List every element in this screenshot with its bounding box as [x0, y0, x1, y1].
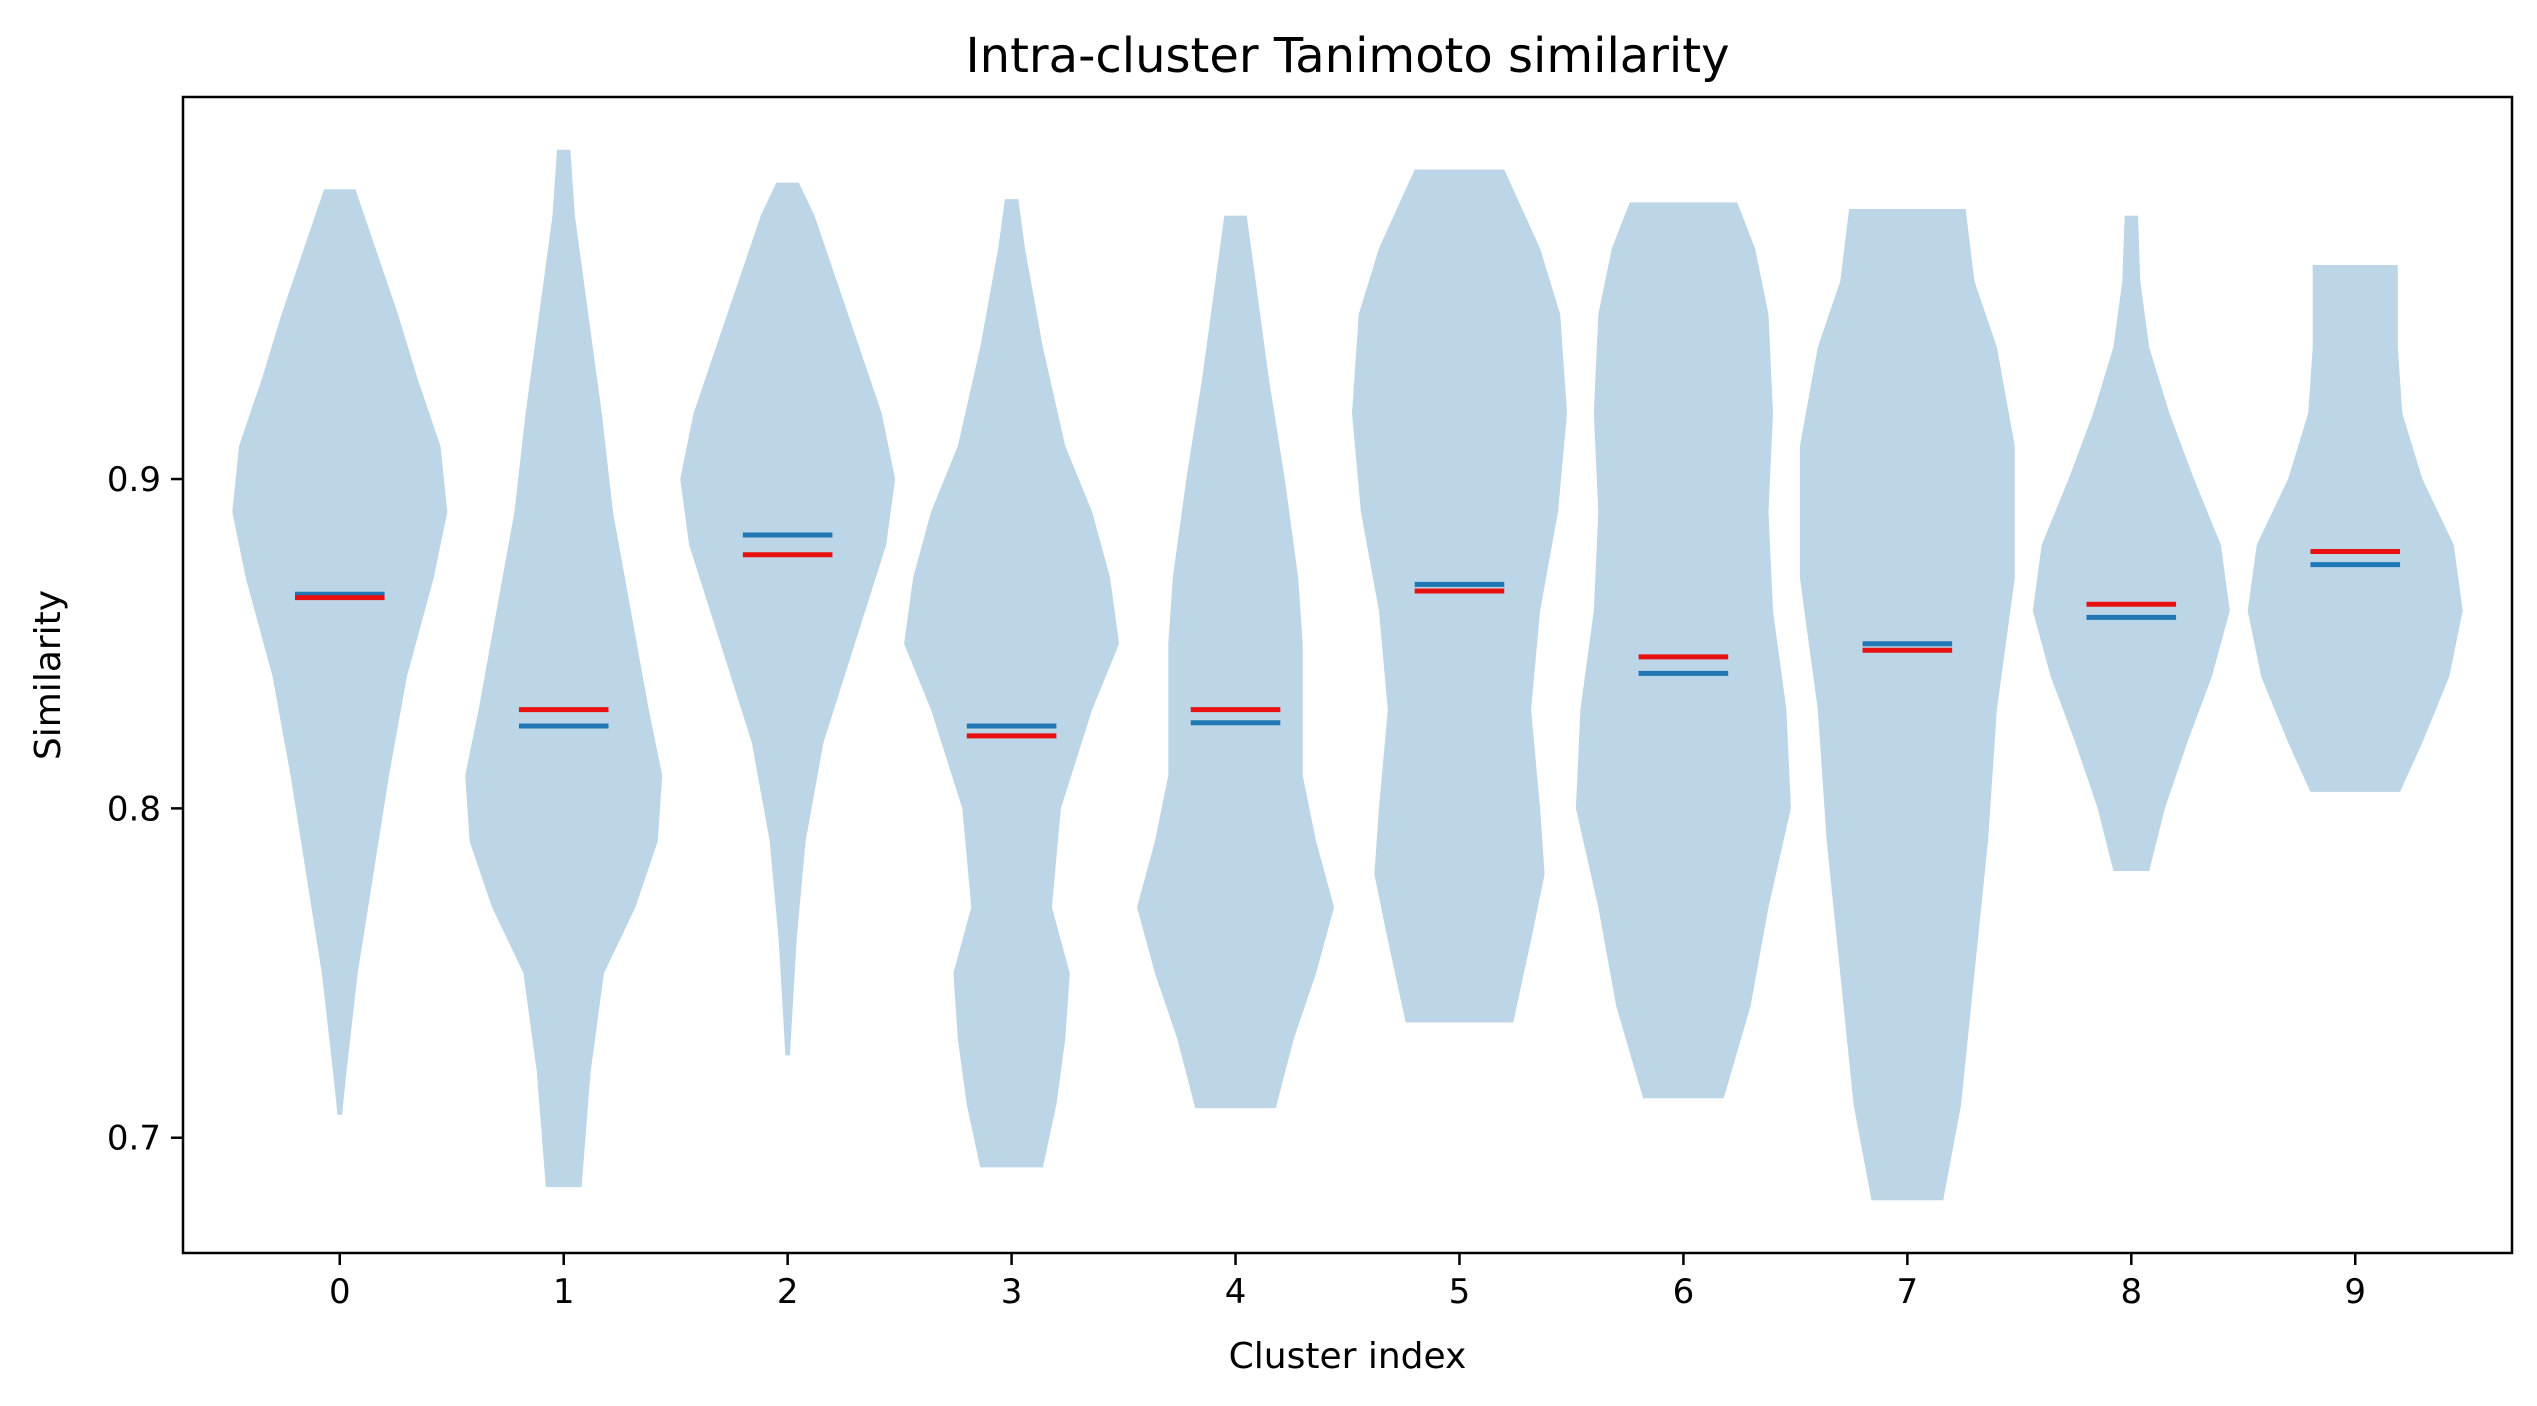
x-tick-label: 8 [2120, 1272, 2142, 1312]
violin-body-4 [1137, 215, 1335, 1109]
x-tick-label: 9 [2344, 1272, 2366, 1312]
violin-body-6 [1575, 202, 1791, 1099]
y-tick-label: 0.9 [107, 460, 161, 500]
y-axis-ticks: 0.7 0.8 0.9 [107, 460, 183, 1159]
x-tick-label: 6 [1673, 1272, 1695, 1312]
violin-body-5 [1352, 169, 1567, 1023]
violin-body-7 [1799, 209, 2015, 1201]
chart-title: Intra-cluster Tanimoto similarity [966, 28, 1730, 84]
violin-body-3 [904, 199, 1120, 1168]
violin-body-0 [232, 189, 448, 1115]
violin-body-9 [2247, 265, 2463, 792]
stat-line-layer [294, 532, 2401, 739]
y-tick-label: 0.8 [107, 789, 161, 829]
violin-body-1 [465, 149, 663, 1188]
x-tick-label: 3 [1001, 1272, 1023, 1312]
x-tick-label: 2 [777, 1272, 799, 1312]
x-axis-ticks: 0 1 2 3 4 5 6 7 8 9 [329, 1253, 2366, 1312]
violin-body-8 [2032, 215, 2230, 872]
x-tick-label: 7 [1897, 1272, 1919, 1312]
plot-frame [181, 95, 2514, 1255]
x-tick-label: 1 [553, 1272, 575, 1312]
y-tick-label: 0.7 [107, 1119, 161, 1159]
x-tick-label: 5 [1449, 1272, 1471, 1312]
x-axis-label: Cluster index [1229, 1336, 1467, 1377]
violin-layer [232, 149, 2463, 1201]
y-axis-label: Similarity [28, 590, 69, 760]
x-tick-label: 4 [1225, 1272, 1247, 1312]
x-tick-label: 0 [329, 1272, 351, 1312]
violin-body-2 [680, 182, 896, 1056]
